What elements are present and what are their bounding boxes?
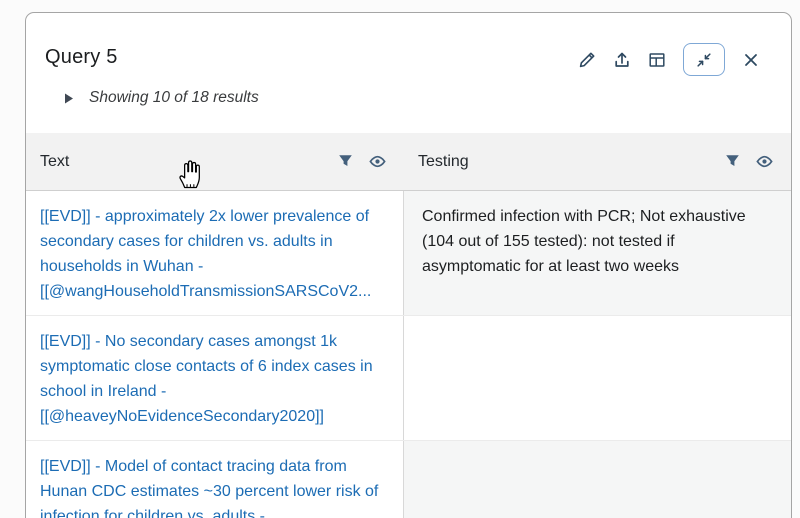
- results-summary: Showing 10 of 18 results: [89, 89, 259, 106]
- table-row: [[EVD]] - Model of contact tracing data …: [26, 441, 791, 518]
- column-label: Text: [40, 152, 70, 170]
- export-upload-icon[interactable]: [613, 51, 631, 69]
- close-icon[interactable]: [742, 51, 760, 69]
- result-link-cell[interactable]: [[EVD]] - Model of contact tracing data …: [26, 441, 404, 518]
- eye-icon[interactable]: [369, 153, 386, 170]
- table-body: [[EVD]] - approximately 2x lower prevale…: [26, 191, 791, 518]
- caret-right-icon[interactable]: [62, 91, 75, 106]
- collapse-button[interactable]: [683, 43, 725, 76]
- table-row: [[EVD]] - No secondary cases amongst 1k …: [26, 316, 791, 441]
- testing-cell: Confirmed infection with PCR; Not exhaus…: [404, 191, 791, 315]
- column-header-text[interactable]: Text: [26, 133, 404, 190]
- result-link-cell[interactable]: [[EVD]] - approximately 2x lower prevale…: [26, 191, 404, 315]
- table-columns-icon[interactable]: [648, 51, 666, 69]
- query-panel: Query 5: [25, 12, 792, 518]
- collapse-arrows-icon: [696, 52, 712, 68]
- edit-pencil-icon[interactable]: [578, 51, 596, 69]
- panel-header: Query 5: [26, 13, 791, 89]
- filter-icon[interactable]: [337, 153, 354, 170]
- results-summary-row: Showing 10 of 18 results: [62, 89, 259, 107]
- filter-icon[interactable]: [724, 153, 741, 170]
- panel-toolbar: [578, 43, 760, 76]
- testing-cell: [404, 316, 791, 440]
- result-link-cell[interactable]: [[EVD]] - No secondary cases amongst 1k …: [26, 316, 404, 440]
- panel-title: Query 5: [45, 46, 118, 68]
- table-header-row: Text Testing: [26, 133, 791, 191]
- testing-cell: [404, 441, 791, 518]
- table-row: [[EVD]] - approximately 2x lower prevale…: [26, 191, 791, 316]
- eye-icon[interactable]: [756, 153, 773, 170]
- column-header-testing[interactable]: Testing: [404, 133, 791, 190]
- column-label: Testing: [418, 152, 469, 170]
